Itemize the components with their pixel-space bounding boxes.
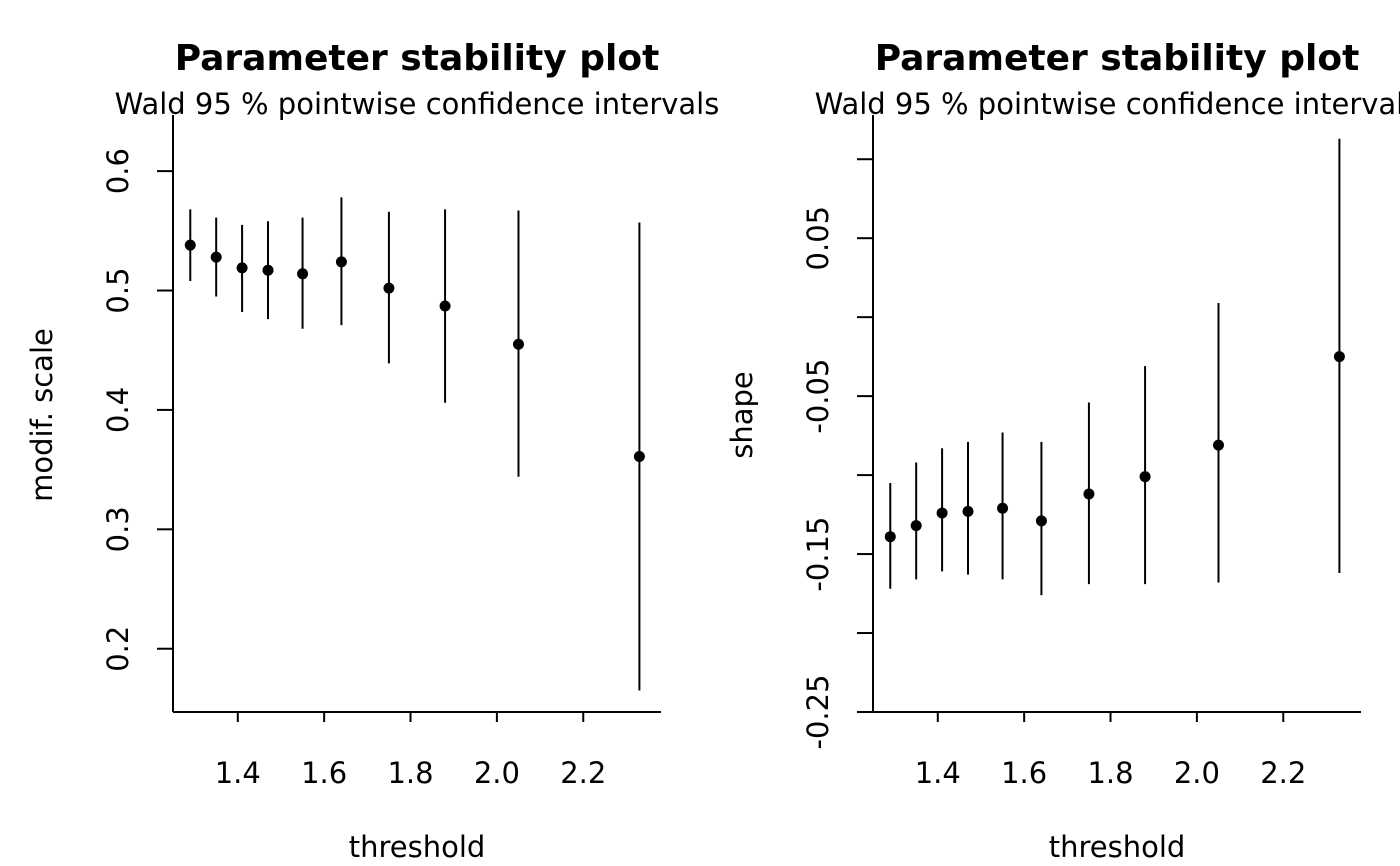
y-tick-label: 0.05 bbox=[801, 206, 835, 271]
y-tick-label: -0.25 bbox=[801, 674, 835, 749]
x-tick-label: 1.4 bbox=[915, 756, 961, 790]
plot-area: 1.4 1.6 1.8 2.0 2.2 -0.25 -0.15 -0.05 0.05 bbox=[801, 115, 1361, 790]
y-tick-label: -0.05 bbox=[801, 359, 835, 434]
chart-title: Parameter stability plot bbox=[175, 38, 660, 79]
data-point bbox=[1083, 488, 1095, 500]
x-tick-label: 2.2 bbox=[560, 756, 606, 790]
data-point bbox=[184, 239, 196, 251]
panel-modif-scale: Parameter stability plot Wald 95 % point… bbox=[25, 38, 719, 864]
x-tick-label: 2.2 bbox=[1260, 756, 1306, 790]
data-point bbox=[262, 264, 274, 276]
data-point bbox=[1139, 471, 1151, 483]
data-point bbox=[439, 300, 451, 312]
x-tick-label: 2.0 bbox=[474, 756, 520, 790]
data-point bbox=[383, 282, 395, 294]
x-tick-label: 1.8 bbox=[1087, 756, 1133, 790]
y-tick-label: 0.4 bbox=[101, 387, 135, 433]
y-tick-label: 0.3 bbox=[101, 506, 135, 552]
data-point bbox=[297, 268, 309, 280]
data-point bbox=[512, 338, 524, 350]
data-point bbox=[1333, 351, 1345, 363]
data-point bbox=[1035, 515, 1047, 527]
y-tick-label: 0.2 bbox=[101, 626, 135, 672]
y-tick-label: 0.6 bbox=[101, 148, 135, 194]
data-point bbox=[633, 450, 645, 462]
data-point bbox=[210, 251, 222, 263]
data-point bbox=[962, 505, 974, 517]
x-axis-label: threshold bbox=[349, 830, 486, 864]
plot-area: 1.4 1.6 1.8 2.0 2.2 0.2 0.3 0.4 0.5 0.6 bbox=[101, 115, 661, 790]
chart-title: Parameter stability plot bbox=[875, 38, 1360, 79]
data-point bbox=[997, 502, 1009, 514]
chart-subtitle: Wald 95 % pointwise confidence intervals bbox=[115, 87, 720, 121]
x-axis-label: threshold bbox=[1049, 830, 1186, 864]
y-axis-label: shape bbox=[725, 371, 759, 459]
x-tick-label: 1.6 bbox=[301, 756, 347, 790]
data-point bbox=[1212, 439, 1224, 451]
data-point bbox=[936, 507, 948, 519]
x-tick-label: 2.0 bbox=[1174, 756, 1220, 790]
data-point bbox=[335, 256, 347, 268]
y-tick-label: -0.15 bbox=[801, 517, 835, 592]
y-tick-label: 0.5 bbox=[101, 267, 135, 313]
x-tick-label: 1.6 bbox=[1001, 756, 1047, 790]
panel-shape: Parameter stability plot Wald 95 % point… bbox=[725, 38, 1400, 864]
x-tick-label: 1.4 bbox=[215, 756, 261, 790]
data-point bbox=[884, 531, 896, 543]
x-tick-label: 1.8 bbox=[387, 756, 433, 790]
y-axis-label: modif. scale bbox=[25, 328, 59, 502]
data-point bbox=[236, 262, 248, 274]
chart-subtitle: Wald 95 % pointwise confidence intervals bbox=[815, 87, 1400, 121]
data-point bbox=[910, 520, 922, 532]
